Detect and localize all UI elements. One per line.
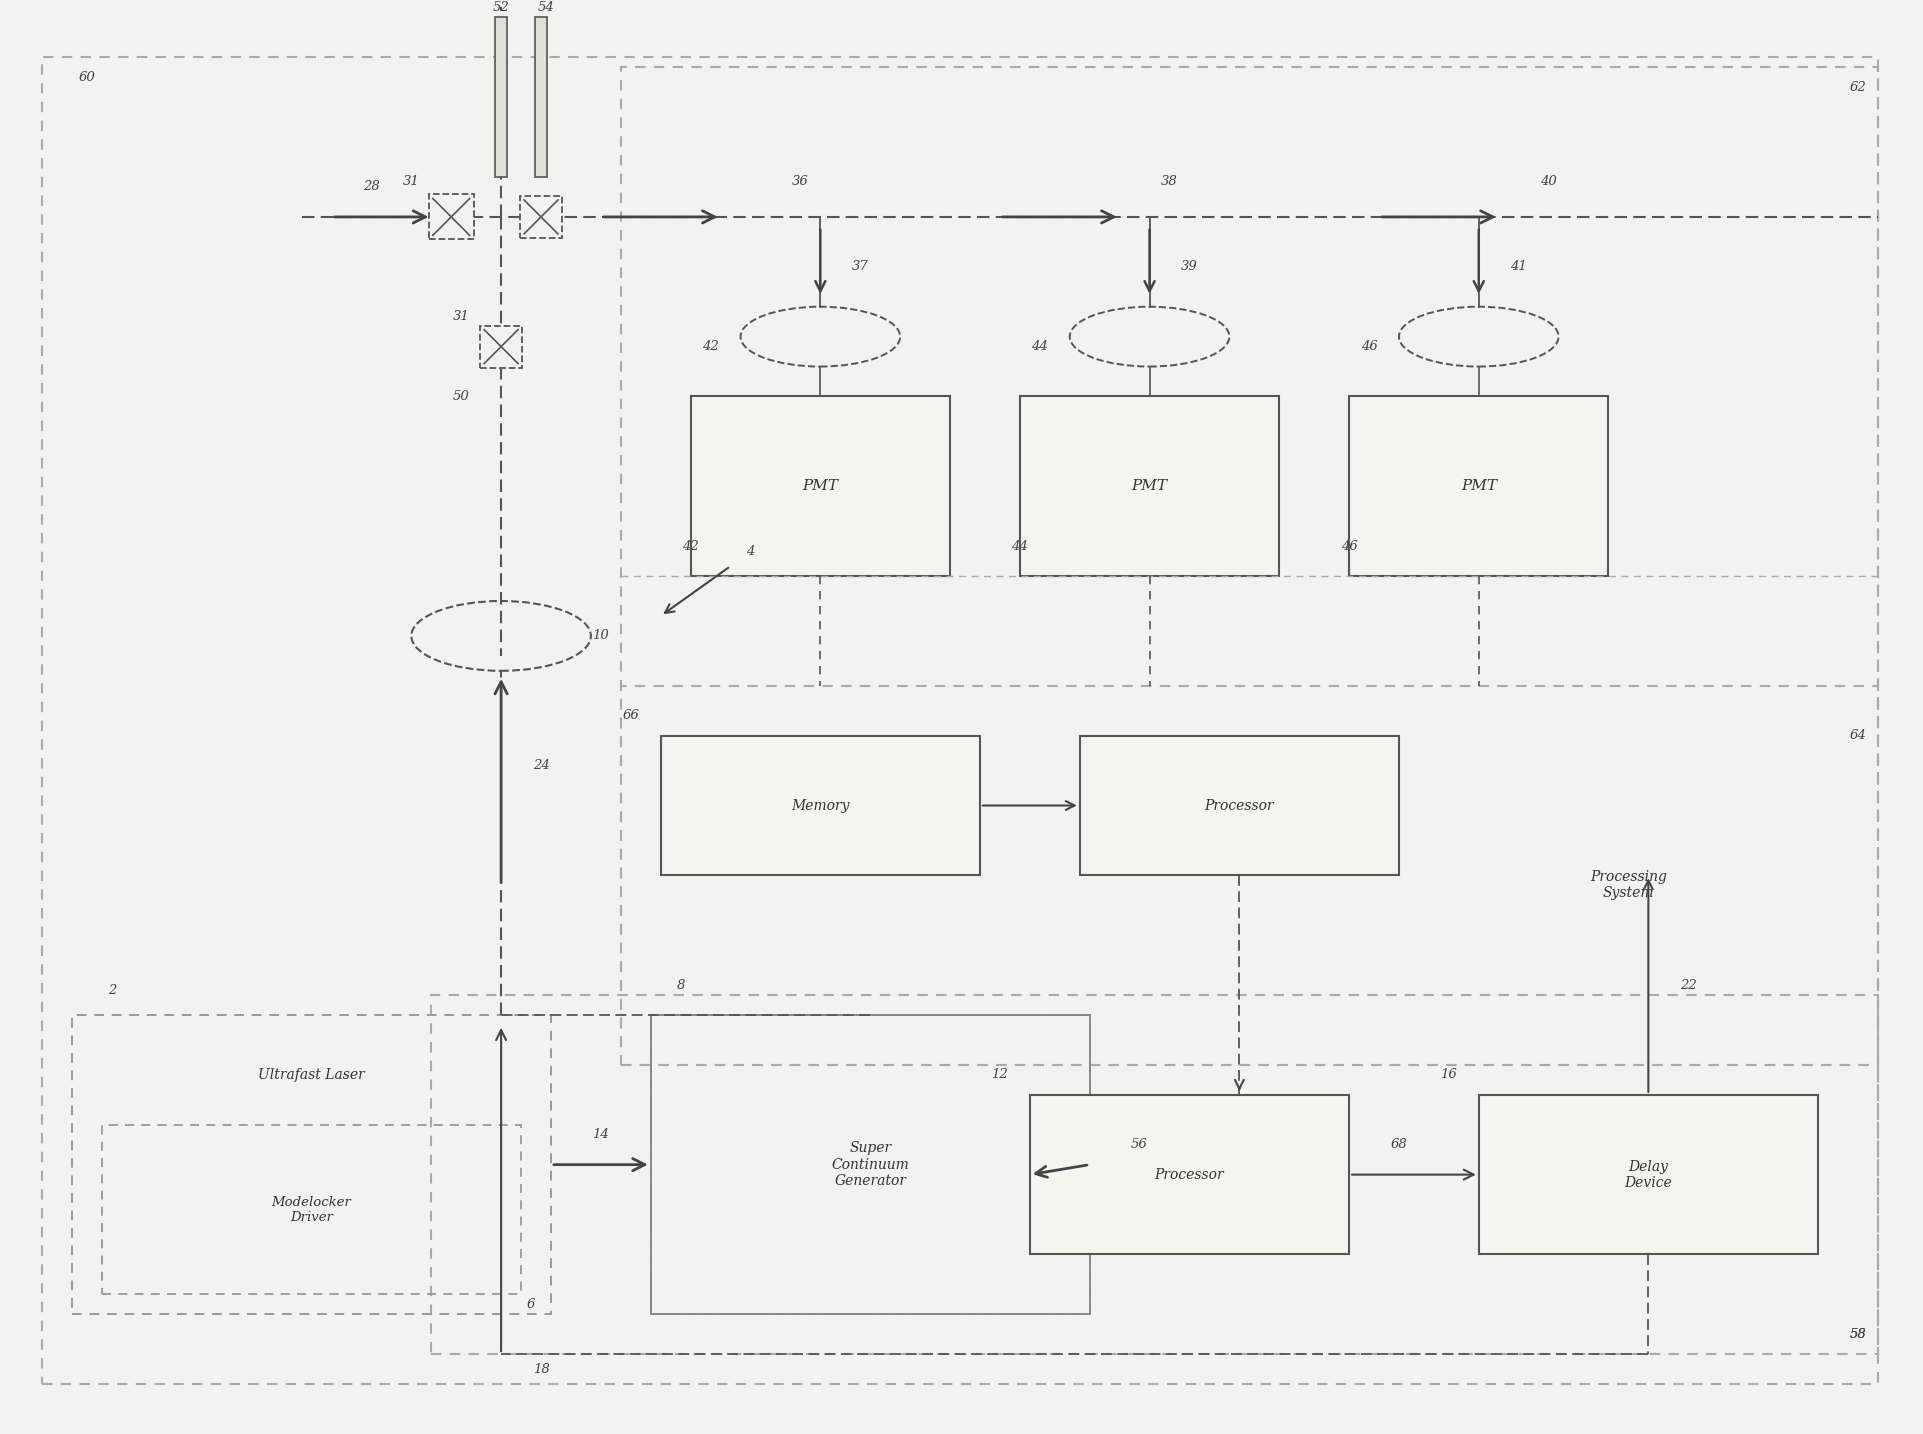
Text: 39: 39 xyxy=(1181,261,1198,274)
Text: 62: 62 xyxy=(1848,80,1865,93)
Text: 52: 52 xyxy=(492,1,510,14)
Text: Processor: Processor xyxy=(1154,1167,1223,1182)
Bar xyxy=(519,196,562,238)
Bar xyxy=(102,1124,521,1295)
Bar xyxy=(650,1015,1088,1315)
Bar xyxy=(1079,736,1398,875)
Text: 68: 68 xyxy=(1390,1139,1406,1152)
Text: Processing
System: Processing System xyxy=(1588,870,1665,901)
Text: 60: 60 xyxy=(79,70,96,83)
Text: 58: 58 xyxy=(1848,1328,1865,1341)
Text: 8: 8 xyxy=(677,978,685,991)
Text: 66: 66 xyxy=(623,710,638,723)
Text: Processor: Processor xyxy=(1204,799,1273,813)
Text: 12: 12 xyxy=(990,1068,1008,1081)
Text: Modelocker
Driver: Modelocker Driver xyxy=(271,1196,352,1223)
Text: 24: 24 xyxy=(533,759,550,771)
Text: 42: 42 xyxy=(702,340,719,353)
Text: 31: 31 xyxy=(452,310,469,323)
Text: 64: 64 xyxy=(1848,728,1865,743)
Bar xyxy=(621,685,1877,1065)
Text: Memory: Memory xyxy=(790,799,850,813)
Bar xyxy=(1348,396,1608,576)
Text: PMT: PMT xyxy=(1460,479,1496,493)
Text: Ultrafast Laser: Ultrafast Laser xyxy=(258,1068,365,1081)
Bar xyxy=(1019,396,1279,576)
Text: 50: 50 xyxy=(452,390,469,403)
Bar xyxy=(494,17,508,176)
Text: PMT: PMT xyxy=(1131,479,1167,493)
Text: 6: 6 xyxy=(527,1298,535,1311)
Text: 58: 58 xyxy=(1848,1328,1865,1341)
Text: 54: 54 xyxy=(537,1,554,14)
Bar xyxy=(431,995,1877,1354)
Text: 41: 41 xyxy=(1510,261,1527,274)
Text: 44: 44 xyxy=(1011,539,1027,552)
Bar xyxy=(1029,1094,1348,1255)
Text: 14: 14 xyxy=(592,1129,610,1141)
Text: 38: 38 xyxy=(1160,175,1177,188)
Bar xyxy=(1479,1094,1817,1255)
Text: 31: 31 xyxy=(402,175,419,188)
Text: 36: 36 xyxy=(792,175,808,188)
Text: 22: 22 xyxy=(1679,978,1696,991)
Text: 44: 44 xyxy=(1031,340,1048,353)
Text: 42: 42 xyxy=(683,539,698,552)
Text: 28: 28 xyxy=(363,181,379,194)
Text: 46: 46 xyxy=(1340,539,1358,552)
Text: 46: 46 xyxy=(1360,340,1377,353)
Text: 56: 56 xyxy=(1131,1139,1148,1152)
Text: 40: 40 xyxy=(1540,175,1556,188)
Text: 2: 2 xyxy=(108,984,115,997)
Bar xyxy=(690,396,950,576)
Text: 16: 16 xyxy=(1440,1068,1456,1081)
Bar xyxy=(660,736,979,875)
Bar xyxy=(429,195,473,239)
Bar xyxy=(535,17,546,176)
Text: Super
Continuum
Generator: Super Continuum Generator xyxy=(831,1141,910,1187)
Text: 4: 4 xyxy=(746,545,754,558)
Text: Delay
Device: Delay Device xyxy=(1623,1160,1671,1190)
Text: 10: 10 xyxy=(592,630,610,642)
Bar xyxy=(650,1015,1088,1315)
Text: PMT: PMT xyxy=(802,479,838,493)
Text: 37: 37 xyxy=(852,261,867,274)
Bar xyxy=(621,67,1877,1065)
Bar xyxy=(71,1015,550,1315)
Bar xyxy=(481,326,521,367)
Text: 18: 18 xyxy=(533,1362,550,1375)
